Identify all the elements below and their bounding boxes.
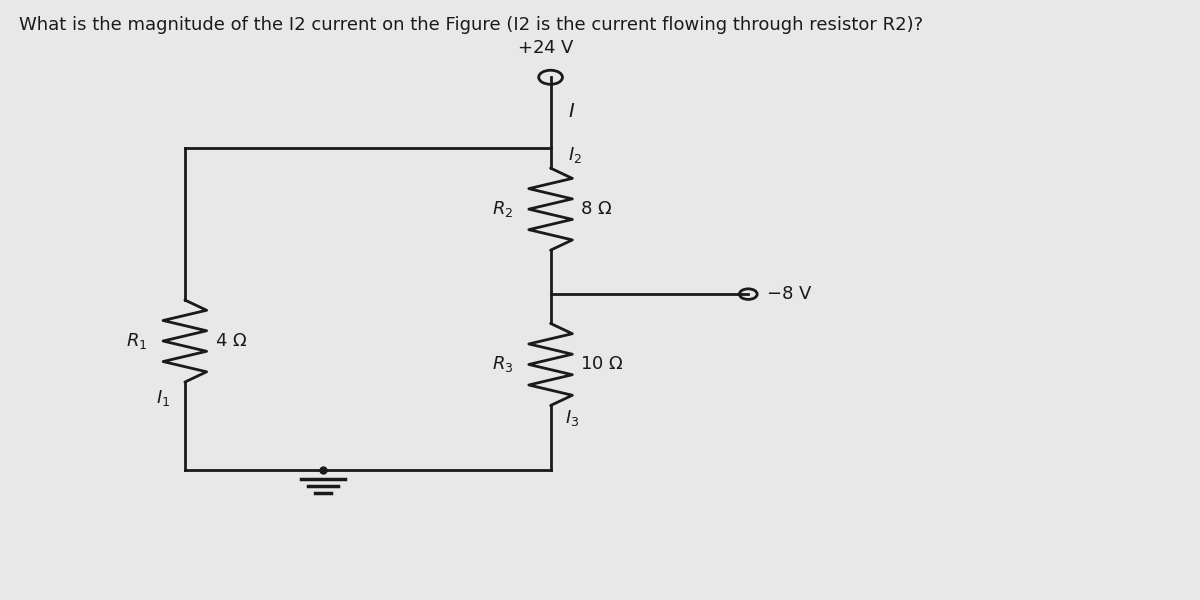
Text: $I_3$: $I_3$: [565, 409, 580, 428]
Text: $R_2$: $R_2$: [492, 199, 514, 219]
Text: $I_2$: $I_2$: [569, 145, 582, 165]
Text: What is the magnitude of the I2 current on the Figure (I2 is the current flowing: What is the magnitude of the I2 current …: [19, 16, 923, 34]
Text: $4\ \Omega$: $4\ \Omega$: [215, 332, 247, 350]
Text: $I$: $I$: [569, 102, 576, 121]
Text: $8\ \Omega$: $8\ \Omega$: [581, 200, 612, 218]
Text: $R_1$: $R_1$: [126, 331, 148, 351]
Text: $10\ \Omega$: $10\ \Omega$: [581, 355, 624, 373]
Text: $R_3$: $R_3$: [492, 355, 514, 374]
Text: $I_1$: $I_1$: [156, 388, 170, 408]
Text: $+24\ \mathrm{V}$: $+24\ \mathrm{V}$: [517, 39, 575, 57]
Text: $-8\ \mathrm{V}$: $-8\ \mathrm{V}$: [766, 285, 812, 303]
